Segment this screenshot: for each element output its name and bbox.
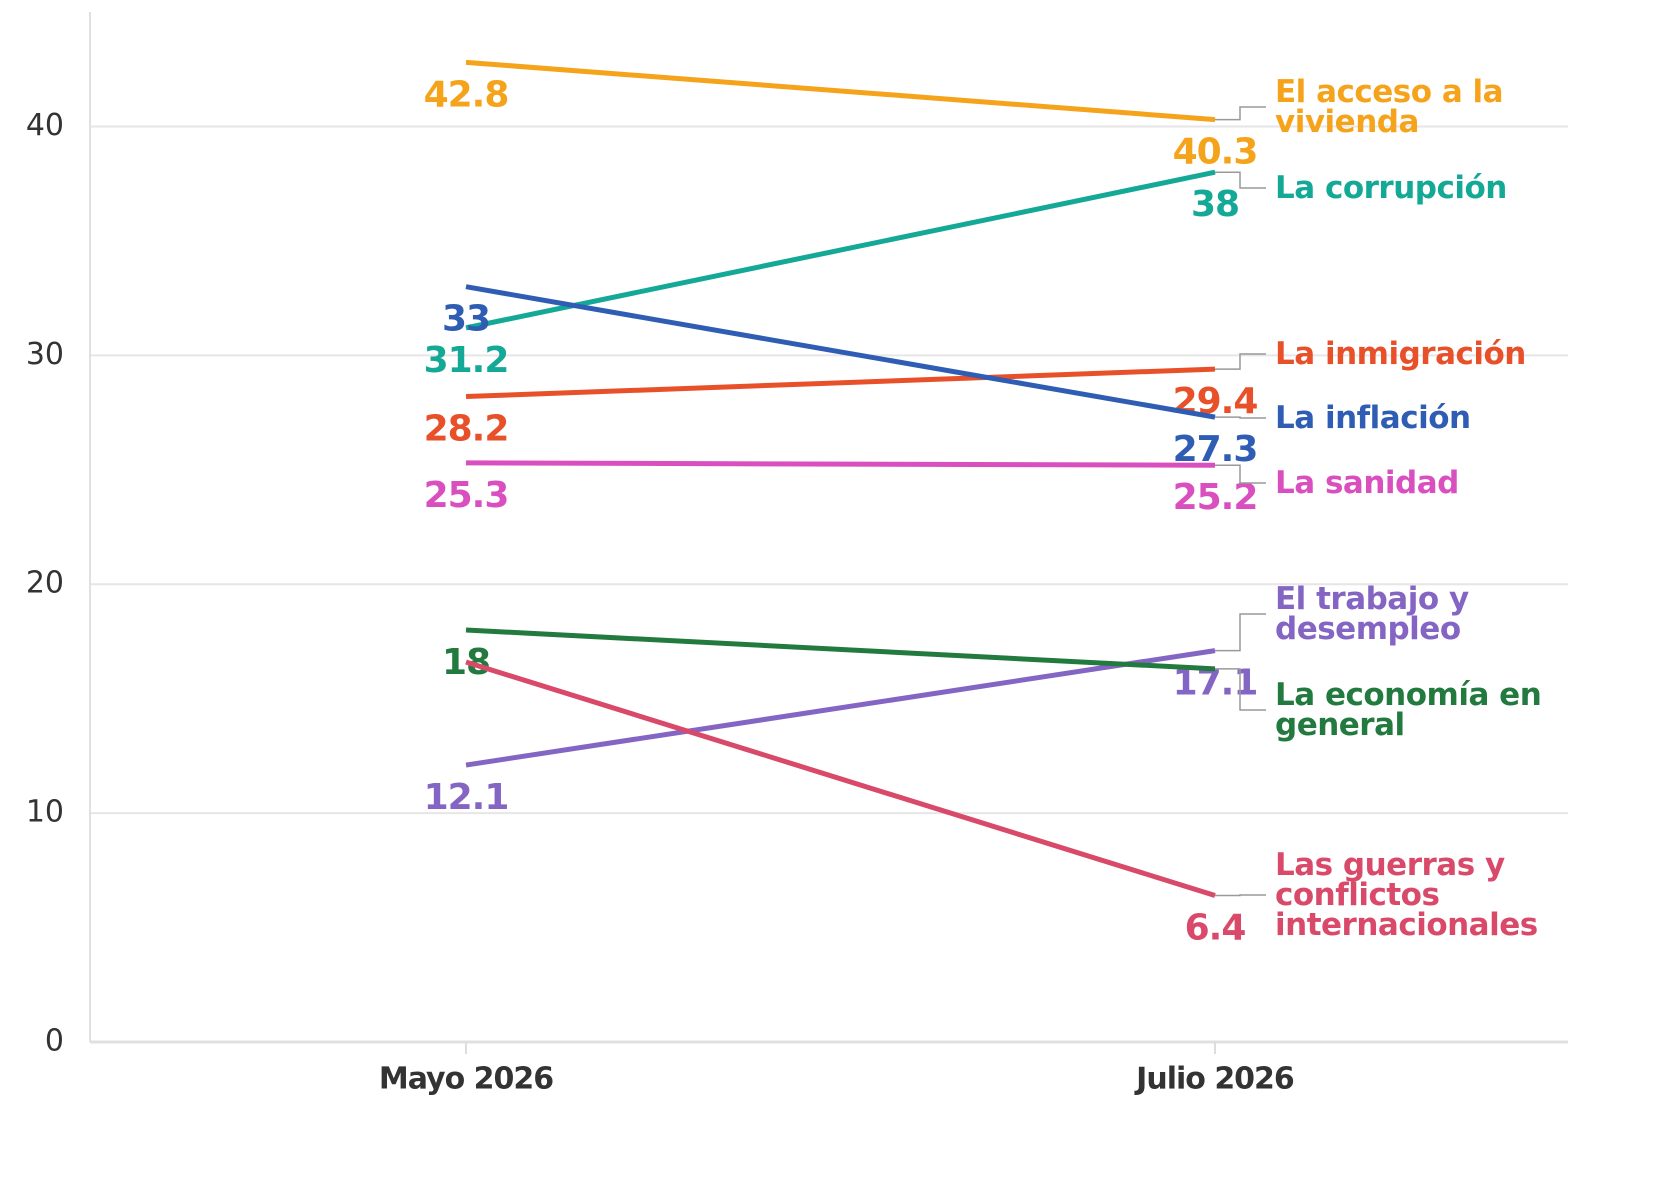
series-label: La inmigración (1275, 336, 1526, 372)
series-label: Las guerras y conflictos internacionales (1275, 847, 1538, 943)
series-line (465, 460, 1216, 468)
series-label: La economía en general (1275, 677, 1542, 743)
value-label: 31.2 (424, 340, 509, 381)
leader-line (1215, 171, 1266, 189)
x-tick-label: Mayo 2026 (379, 1062, 553, 1097)
value-label: 25.3 (424, 475, 509, 516)
value-label: 28.2 (424, 409, 509, 450)
value-label: 25.2 (1173, 477, 1258, 518)
leader-line (1215, 416, 1266, 419)
leader-line (1215, 106, 1266, 121)
series-label: El trabajo y desempleo (1275, 581, 1469, 647)
y-tick-label: 30 (26, 337, 64, 372)
leader-line (1215, 894, 1266, 897)
value-label: 12.1 (424, 777, 509, 818)
series-line (465, 659, 1216, 898)
series-line (465, 648, 1216, 768)
leader-line (1215, 464, 1266, 484)
x-tick-label: Julio 2026 (1134, 1062, 1294, 1097)
series-label: El acceso a la vivienda (1275, 74, 1504, 140)
value-label: 33 (442, 299, 490, 340)
series-line (465, 284, 1216, 420)
value-label: 6.4 (1185, 908, 1246, 949)
y-tick-label: 40 (26, 108, 64, 143)
value-label: 38 (1191, 184, 1239, 225)
y-tick-label: 10 (26, 795, 64, 830)
leader-line (1215, 353, 1266, 370)
series-line (465, 59, 1216, 123)
series-label: La sanidad (1275, 465, 1459, 501)
y-tick-label: 0 (45, 1024, 64, 1059)
series-line (465, 169, 1216, 331)
series-label: La inflación (1275, 400, 1471, 436)
y-tick-label: 20 (26, 566, 64, 601)
series-label: La corrupción (1275, 170, 1507, 206)
leader-line (1215, 613, 1266, 652)
leader-line (1215, 668, 1266, 711)
value-label: 29.4 (1173, 381, 1258, 422)
value-label: 40.3 (1173, 132, 1258, 173)
value-label: 42.8 (424, 74, 509, 115)
series-line (465, 366, 1216, 400)
series-line (465, 627, 1216, 672)
